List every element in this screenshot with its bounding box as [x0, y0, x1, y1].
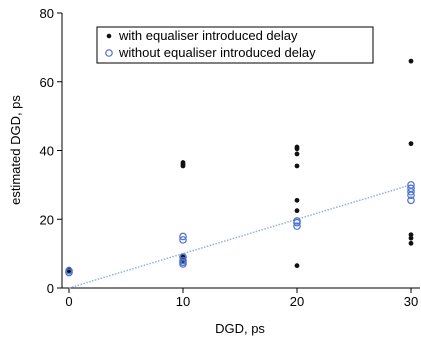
data-point-without-equaliser: [407, 184, 415, 193]
data-point-without-equaliser: [179, 253, 187, 261]
data-point-with-equaliser: [408, 232, 414, 238]
x-tick-label: 0: [65, 294, 72, 309]
data-point-with-equaliser: [408, 141, 414, 147]
data-point-without-equaliser: [65, 267, 73, 275]
data-point-with-equaliser: [408, 235, 414, 241]
legend-label-without-equaliser: without equaliser introduced delay: [118, 45, 316, 60]
data-point-without-equaliser: [179, 232, 187, 241]
data-point-with-equaliser: [294, 163, 300, 169]
legend-marker-without-equaliser: [105, 49, 113, 57]
y-axis-title: estimated DGD, ps: [8, 95, 23, 205]
data-point-with-equaliser: [408, 240, 414, 246]
x-tick-label: 30: [404, 294, 418, 309]
y-tick-label: 80: [40, 6, 54, 21]
data-point-with-equaliser: [294, 208, 300, 214]
data-point-with-equaliser: [294, 151, 300, 157]
x-tick-label: 20: [290, 294, 304, 309]
trendline: [68, 184, 412, 289]
legend-label-with-equaliser: with equaliser introduced delay: [118, 28, 298, 43]
data-point-with-equaliser: [180, 163, 186, 169]
x-tick-label: 10: [176, 294, 190, 309]
legend-marker-with-equaliser: [106, 33, 112, 39]
data-point-with-equaliser: [180, 160, 186, 165]
legend: with equaliser introduced delay without …: [96, 26, 374, 64]
ticks: 0 10 20 30 0 20 40 60 80: [40, 6, 419, 309]
y-tick-label: 40: [40, 144, 54, 159]
data-point-without-equaliser: [407, 196, 415, 205]
trendline-layer: [68, 184, 412, 289]
x-axis-title: DGD, ps: [215, 321, 265, 336]
data-point-with-equaliser: [408, 58, 414, 64]
y-tick-label: 20: [40, 212, 54, 227]
legend-box: [96, 26, 374, 64]
data-point-with-equaliser: [294, 263, 300, 269]
data-point-without-equaliser: [179, 256, 187, 265]
data-point-without-equaliser: [293, 222, 301, 230]
data-point-without-equaliser: [179, 236, 187, 244]
data-point-with-equaliser: [294, 197, 300, 203]
data-point-with-equaliser: [294, 144, 300, 150]
data-point-without-equaliser: [407, 181, 415, 189]
data-point-without-equaliser: [293, 217, 301, 225]
data-points: [65, 58, 415, 277]
y-tick-label: 60: [40, 75, 54, 90]
y-tick-label: 0: [47, 281, 54, 296]
